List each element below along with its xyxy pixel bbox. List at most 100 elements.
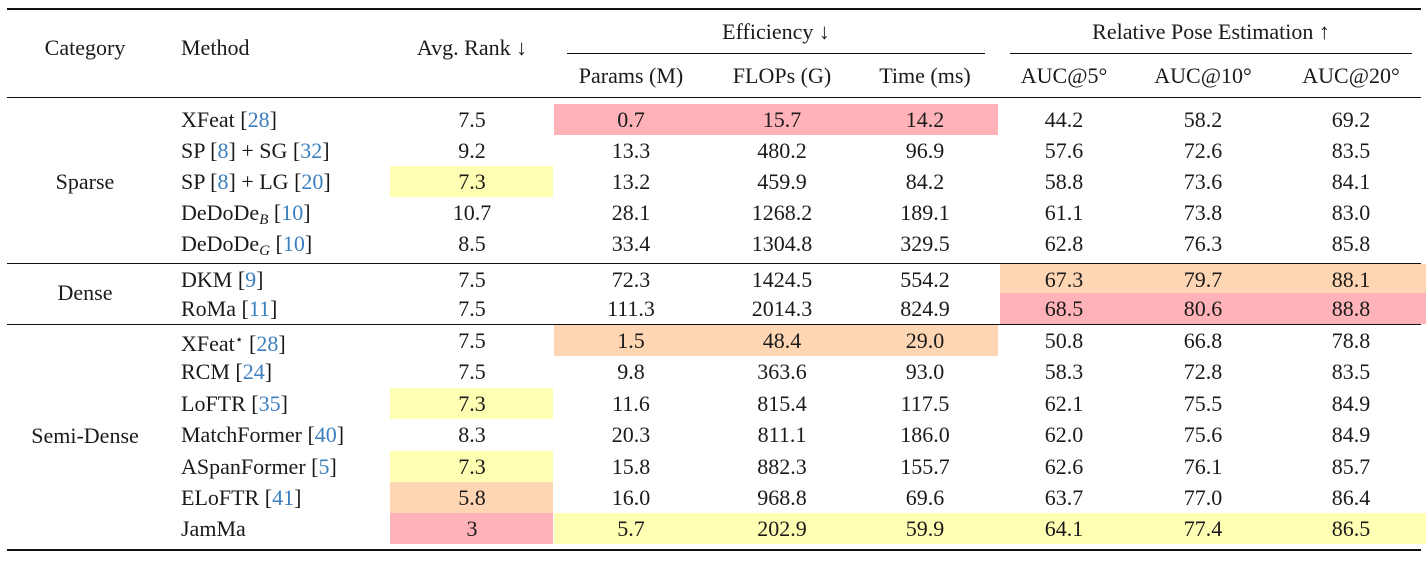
cell-auc5: 62.8 (1044, 231, 1084, 256)
method-name: DKM [9] (181, 267, 264, 292)
cell-params: 5.7 (617, 516, 645, 541)
cell-time: 84.2 (905, 169, 945, 194)
citation-link: 20 (301, 169, 324, 194)
highlight-yellow (390, 166, 553, 197)
category-sparse: Sparse (55, 169, 115, 194)
cell-flops: 202.9 (757, 516, 807, 541)
cell-flops: 15.7 (762, 107, 802, 132)
citation-link: 28 (247, 107, 270, 132)
method-name: SP [8] + LG [20] (181, 169, 331, 194)
cell-auc5: 50.8 (1044, 328, 1084, 353)
cell-auc20: 84.1 (1331, 169, 1371, 194)
cell-auc5: 67.3 (1044, 267, 1084, 292)
cell-time: 93.0 (905, 359, 945, 384)
cell-auc20: 78.8 (1331, 328, 1371, 353)
cell-auc10: 73.8 (1183, 200, 1223, 225)
cell-auc20: 85.8 (1331, 231, 1371, 256)
citation-link: 9 (245, 267, 257, 292)
method-label: SP (181, 169, 205, 194)
method-subscript: G (259, 243, 271, 259)
header-auc5: AUC@5° (1020, 63, 1108, 88)
cell-auc5: 57.6 (1044, 138, 1084, 163)
method-label: LoFTR (181, 391, 246, 416)
method-label: XFeat (181, 107, 235, 132)
cell-flops: 811.1 (757, 422, 807, 447)
group-separator-dense (7, 263, 1421, 264)
cell-rank: 7.3 (458, 169, 486, 194)
cell-time: 29.0 (905, 328, 945, 353)
cell-flops: 882.3 (757, 454, 807, 479)
citation-link: 28 (256, 331, 279, 356)
highlight-yellow (390, 451, 553, 482)
method-name: XFeat⋆ [28] (181, 331, 286, 356)
cell-auc5: 64.1 (1044, 516, 1084, 541)
method-label: DKM (181, 267, 233, 292)
group-separator-semidense (7, 324, 1421, 325)
cell-rank: 7.5 (458, 328, 486, 353)
cell-auc20: 83.5 (1331, 138, 1371, 163)
cell-params: 9.8 (617, 359, 645, 384)
citation-link: 24 (242, 359, 265, 384)
cell-params: 16.0 (611, 485, 651, 510)
cell-rank: 9.2 (458, 138, 486, 163)
cell-params: 13.2 (611, 169, 651, 194)
cell-time: 554.2 (900, 267, 950, 292)
method-name: XFeat [28] (181, 107, 277, 132)
citation-link: 10 (282, 231, 305, 256)
cell-flops: 2014.3 (751, 296, 813, 321)
highlight-red (1000, 293, 1426, 324)
citation-link: 41 (272, 485, 295, 510)
header-auc10: AUC@10° (1154, 63, 1252, 88)
header-method: Method (181, 35, 250, 60)
header-category: Category (44, 35, 126, 60)
method-label: JamMa (181, 516, 246, 541)
method-subscript: B (259, 212, 269, 228)
highlight-orange (554, 325, 998, 356)
header-relative-pose-estimation: Relative Pose Estimation ↑ (1092, 19, 1330, 44)
cell-flops: 459.9 (757, 169, 807, 194)
cell-time: 189.1 (900, 200, 950, 225)
category-semi-dense: Semi-Dense (31, 423, 139, 448)
cell-auc10: 75.5 (1183, 391, 1223, 416)
citation-link: 8 (217, 169, 229, 194)
highlight-red (554, 104, 998, 135)
cell-auc10: 72.8 (1183, 359, 1223, 384)
method-label: ASpanFormer (181, 454, 306, 479)
cell-time: 186.0 (900, 422, 950, 447)
method-name: LoFTR [35] (181, 391, 288, 416)
cell-auc10: 73.6 (1183, 169, 1223, 194)
method-label: ELoFTR (181, 485, 260, 510)
cell-time: 59.9 (905, 516, 945, 541)
header-params: Params (M) (578, 63, 684, 88)
header-flops: FLOPs (G) (732, 63, 832, 88)
cell-flops: 48.4 (762, 328, 802, 353)
top-rule (7, 8, 1421, 10)
category-dense: Dense (57, 280, 113, 305)
efficiency-underline (567, 53, 985, 54)
cell-time: 96.9 (905, 138, 945, 163)
method-name: RoMa [11] (181, 296, 278, 321)
cell-auc20: 83.5 (1331, 359, 1371, 384)
method-label: SP (181, 138, 205, 163)
cell-time: 117.5 (900, 391, 950, 416)
cell-auc5: 44.2 (1044, 107, 1084, 132)
citation-link: 11 (248, 296, 271, 321)
method-label: MatchFormer (181, 422, 302, 447)
cell-params: 13.3 (611, 138, 651, 163)
cell-params: 28.1 (611, 200, 651, 225)
cell-rank: 8.3 (458, 422, 486, 447)
method-label: RCM (181, 359, 230, 384)
cell-time: 155.7 (900, 454, 950, 479)
cell-auc10: 72.6 (1183, 138, 1223, 163)
method-join-label: SG (259, 138, 288, 163)
cell-auc5: 61.1 (1044, 200, 1084, 225)
cell-auc5: 58.8 (1044, 169, 1084, 194)
header-efficiency: Efficiency ↓ (722, 19, 830, 44)
cell-rank: 7.5 (458, 267, 486, 292)
citation-link: 40 (314, 422, 337, 447)
cell-auc10: 77.0 (1183, 485, 1223, 510)
cell-time: 329.5 (900, 231, 950, 256)
bottom-rule (7, 549, 1421, 551)
cell-auc20: 88.8 (1331, 296, 1371, 321)
method-name: DeDoDeG [10] (181, 231, 313, 259)
